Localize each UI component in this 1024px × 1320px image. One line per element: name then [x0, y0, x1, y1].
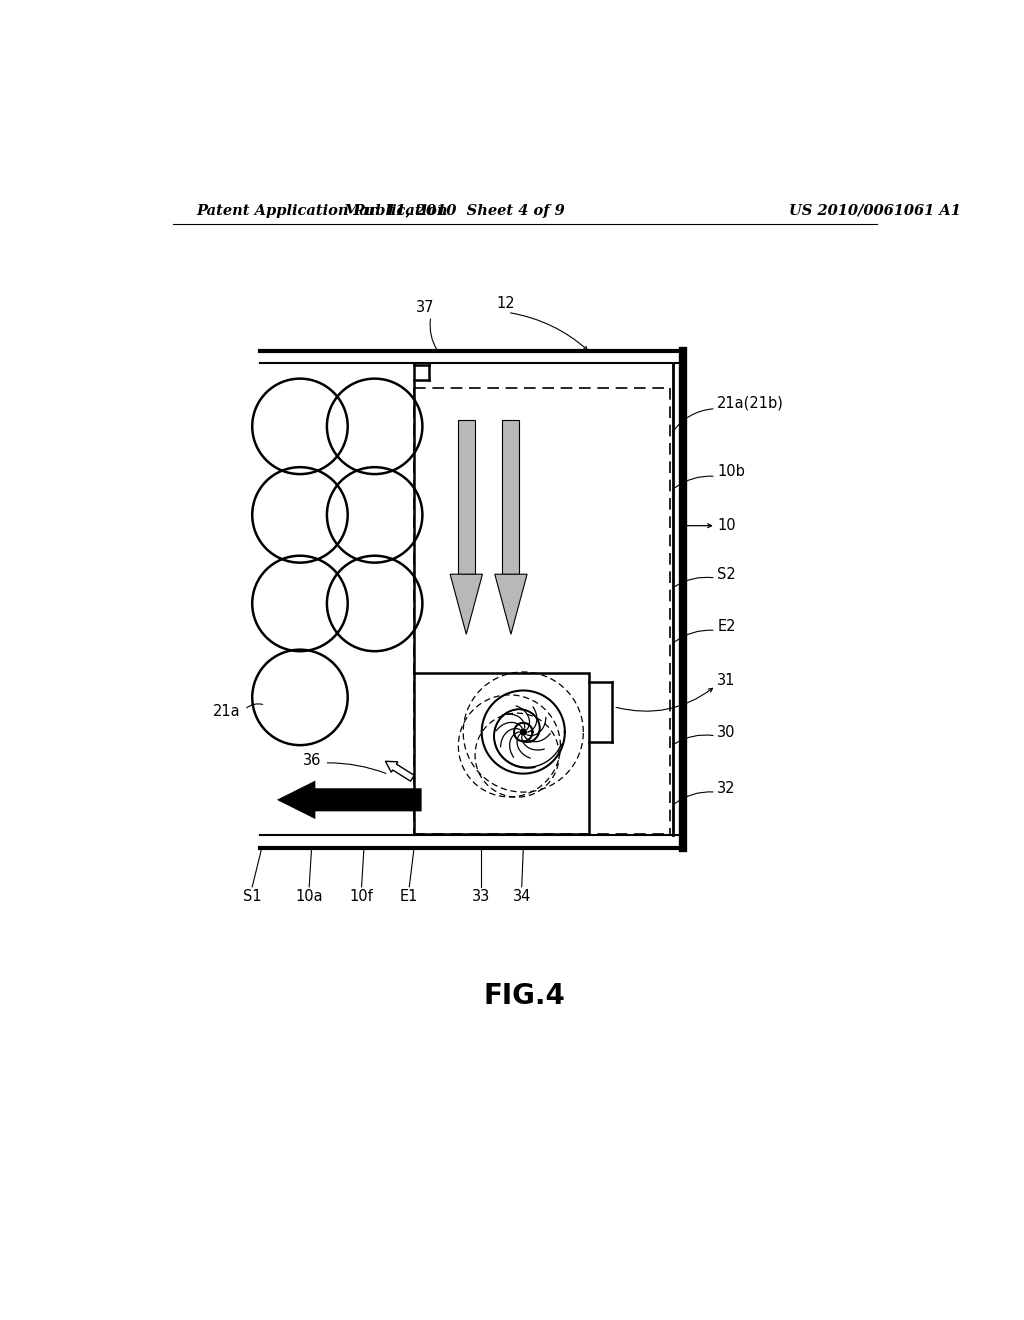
Text: 10a: 10a — [295, 888, 323, 904]
Text: 30: 30 — [717, 725, 736, 739]
Text: Mar. 11, 2010  Sheet 4 of 9: Mar. 11, 2010 Sheet 4 of 9 — [343, 203, 565, 218]
Text: 21a(21b): 21a(21b) — [717, 396, 784, 411]
Bar — [414, 673, 589, 834]
Text: 10: 10 — [717, 519, 736, 533]
Text: E2: E2 — [717, 619, 736, 634]
Polygon shape — [495, 574, 527, 635]
Text: FIG.4: FIG.4 — [484, 982, 565, 1010]
Text: 33: 33 — [472, 888, 490, 904]
FancyArrow shape — [385, 762, 415, 781]
Text: 31: 31 — [717, 673, 735, 688]
Text: E1: E1 — [400, 888, 419, 904]
Circle shape — [520, 729, 526, 735]
Text: 12: 12 — [497, 296, 515, 310]
Text: 21a: 21a — [213, 704, 241, 719]
Polygon shape — [451, 574, 482, 635]
Text: 10b: 10b — [717, 465, 745, 479]
Polygon shape — [503, 420, 519, 574]
Text: 36: 36 — [303, 752, 322, 768]
FancyArrow shape — [276, 780, 422, 818]
Text: 34: 34 — [513, 888, 530, 904]
Polygon shape — [458, 420, 475, 574]
Text: 37: 37 — [416, 300, 434, 315]
Text: US 2010/0061061 A1: US 2010/0061061 A1 — [788, 203, 961, 218]
Text: S1: S1 — [243, 888, 261, 904]
Text: S2: S2 — [717, 566, 736, 582]
Text: 32: 32 — [717, 780, 736, 796]
Text: 10f: 10f — [349, 888, 374, 904]
Text: Patent Application Publication: Patent Application Publication — [196, 203, 447, 218]
